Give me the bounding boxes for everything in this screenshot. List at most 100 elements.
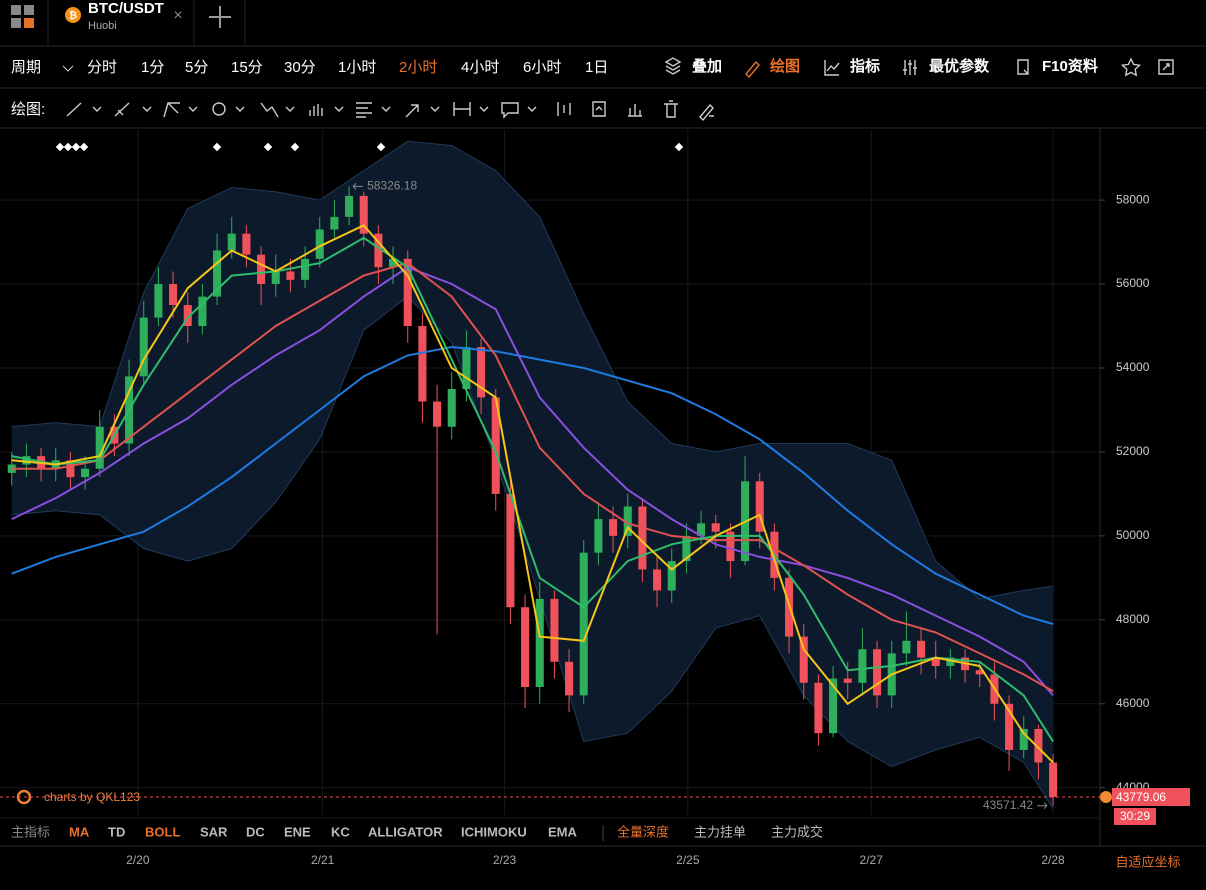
chevron[interactable] xyxy=(62,65,74,72)
axis-mode-button[interactable]: 自适应坐标 xyxy=(1115,854,1180,869)
period-button[interactable]: 1日 xyxy=(585,59,608,76)
x-tick-label: 2/23 xyxy=(493,853,517,867)
candle-body xyxy=(330,216,339,230)
period-button[interactable]: 2小时 xyxy=(399,59,437,76)
indicator-icon[interactable] xyxy=(824,60,840,76)
add-tab[interactable] xyxy=(209,6,231,28)
toolbar-icons xyxy=(664,57,1174,79)
tool-button[interactable]: 指标 xyxy=(850,57,880,75)
overlay-icon[interactable] xyxy=(664,57,682,75)
candle-body xyxy=(623,506,632,536)
y-tick-label: 48000 xyxy=(1116,612,1150,626)
menu-icon[interactable] xyxy=(11,5,21,15)
tool-button[interactable]: 叠加 xyxy=(692,57,722,75)
event-marker[interactable] xyxy=(55,142,65,152)
tool-menu[interactable] xyxy=(430,106,440,112)
tool-circle[interactable] xyxy=(212,102,226,116)
tool-volume[interactable] xyxy=(628,104,642,117)
indicator-button[interactable]: ENE xyxy=(284,824,311,839)
tool-menu[interactable] xyxy=(527,106,537,112)
candle-body xyxy=(799,636,808,683)
tool-ray[interactable] xyxy=(114,102,130,117)
candle-body xyxy=(550,598,559,662)
tool-menu[interactable] xyxy=(188,106,198,112)
tool-channel[interactable] xyxy=(163,102,180,118)
period-button[interactable]: 4小时 xyxy=(461,59,499,76)
y-tick-label: 56000 xyxy=(1116,276,1150,290)
period-button[interactable]: 分时 xyxy=(87,59,117,76)
tool-candle[interactable] xyxy=(557,102,571,116)
indicator-button[interactable]: ALLIGATOR xyxy=(368,824,443,839)
tool-range[interactable] xyxy=(453,102,471,116)
candle-body xyxy=(506,493,515,608)
event-marker[interactable] xyxy=(71,142,81,152)
tab-subtitle: Huobi xyxy=(88,20,117,32)
candle-body xyxy=(873,649,882,696)
tool-pattern[interactable] xyxy=(260,102,279,118)
fullscreen[interactable] xyxy=(1158,59,1174,75)
candle-body xyxy=(169,284,178,306)
period-button[interactable]: 6小时 xyxy=(523,59,561,76)
draw-icon[interactable] xyxy=(745,60,760,79)
indicator-button[interactable]: BOLL xyxy=(145,824,180,839)
event-marker[interactable] xyxy=(212,142,222,152)
indicator-button[interactable]: EMA xyxy=(548,824,578,839)
tool-bars[interactable] xyxy=(309,104,323,116)
period-button[interactable]: 1分 xyxy=(141,59,164,76)
indicator-button[interactable]: ICHIMOKU xyxy=(461,824,527,839)
tool-menu[interactable] xyxy=(479,106,489,112)
indicator-button[interactable]: KC xyxy=(331,824,350,839)
params-icon[interactable] xyxy=(903,60,917,75)
tool-menu[interactable] xyxy=(334,106,344,112)
tab-title[interactable]: BTC/USDT xyxy=(88,0,164,17)
tool-button[interactable]: 最优参数 xyxy=(929,57,990,75)
depth-button[interactable]: 主力挂单 xyxy=(694,824,746,839)
period-button[interactable]: 5分 xyxy=(185,59,208,76)
candle-body xyxy=(975,670,984,675)
tool-button[interactable]: F10资料 xyxy=(1042,57,1098,75)
candle-body xyxy=(271,271,280,285)
candle-body xyxy=(389,258,398,268)
favorite[interactable] xyxy=(1120,57,1142,77)
event-marker[interactable] xyxy=(376,142,386,152)
tool-menu[interactable] xyxy=(142,106,152,112)
depth-button[interactable]: 主力成交 xyxy=(771,824,823,839)
depth-button[interactable]: 全量深度 xyxy=(617,824,669,839)
tool-menu[interactable] xyxy=(381,106,391,112)
candle-body xyxy=(653,569,662,591)
period-button[interactable]: 30分 xyxy=(284,59,316,76)
moving-average xyxy=(11,224,1054,764)
tool-pen[interactable] xyxy=(699,103,714,122)
indicator-button[interactable]: TD xyxy=(108,824,125,839)
indicator-button[interactable]: MA xyxy=(69,824,90,839)
event-marker[interactable] xyxy=(290,142,300,152)
high-label: 58326.18 xyxy=(367,179,417,193)
candle-body xyxy=(477,347,486,398)
tool-delete[interactable] xyxy=(664,100,678,118)
event-marker[interactable] xyxy=(263,142,273,152)
x-tick-label: 2/27 xyxy=(860,853,884,867)
event-marker[interactable] xyxy=(63,142,73,152)
candle-body xyxy=(755,481,764,532)
tool-menu[interactable] xyxy=(92,106,102,112)
indicator-button[interactable]: DC xyxy=(246,824,265,839)
menu-icon xyxy=(24,5,34,15)
tool-menu[interactable] xyxy=(235,106,245,112)
tool-line[interactable] xyxy=(66,102,82,117)
period-button[interactable]: 1小时 xyxy=(338,59,376,76)
x-tick-label: 2/28 xyxy=(1041,853,1065,867)
tool-arrow[interactable] xyxy=(405,104,419,118)
period-button[interactable]: 15分 xyxy=(231,59,263,76)
tool-button[interactable]: 绘图 xyxy=(770,57,800,75)
f10-icon[interactable] xyxy=(1017,59,1029,75)
tool-menu[interactable] xyxy=(285,106,295,112)
candle-body xyxy=(726,531,735,562)
indicator-button[interactable]: SAR xyxy=(200,824,228,839)
tool-note[interactable] xyxy=(501,102,519,119)
close-tab[interactable]: × xyxy=(173,7,182,24)
tool-stats[interactable] xyxy=(592,101,606,117)
candle-body xyxy=(638,506,647,570)
tool-fib[interactable] xyxy=(356,102,372,118)
event-marker[interactable] xyxy=(79,142,89,152)
candle-body xyxy=(667,561,676,591)
